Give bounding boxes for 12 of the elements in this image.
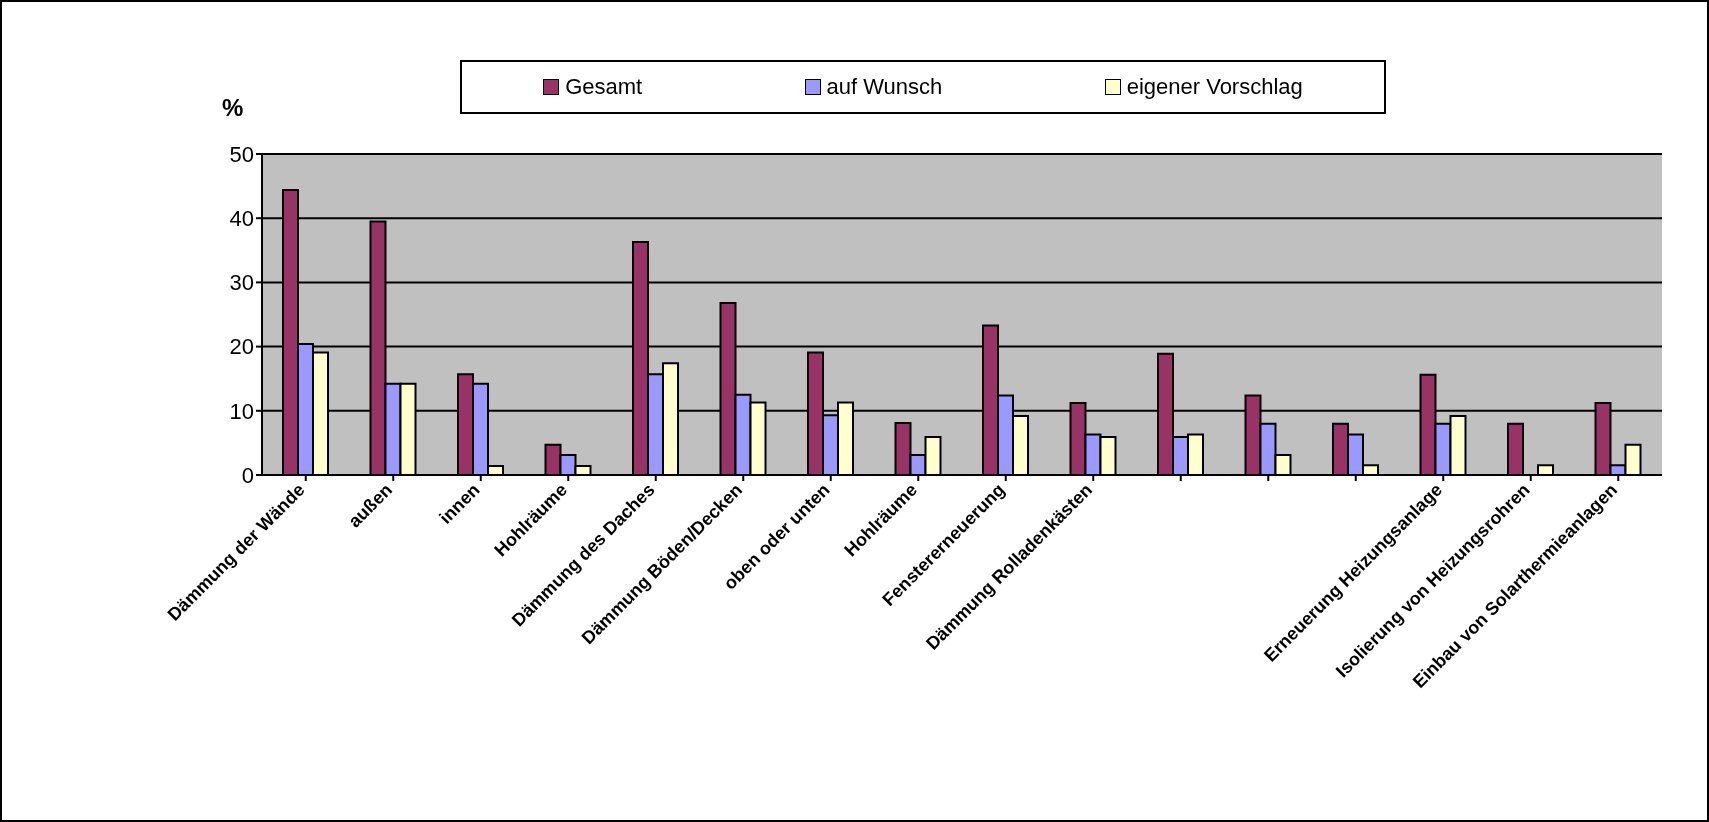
legend-label: Gesamt [564,74,643,100]
y-axis-title: % [222,94,244,122]
legend-label: eigener Vorschlag [1125,74,1303,100]
y-tick-label: 40 [229,206,254,232]
y-tick-label: 30 [229,270,254,296]
bar [1507,422,1524,475]
y-tick-label: 0 [241,462,254,488]
y-tick-label: 50 [229,141,254,167]
legend-label: auf Wunsch [825,74,943,100]
y-tick-label: 20 [229,334,254,360]
y-tick-label: 10 [229,398,254,424]
bar [1537,464,1554,475]
